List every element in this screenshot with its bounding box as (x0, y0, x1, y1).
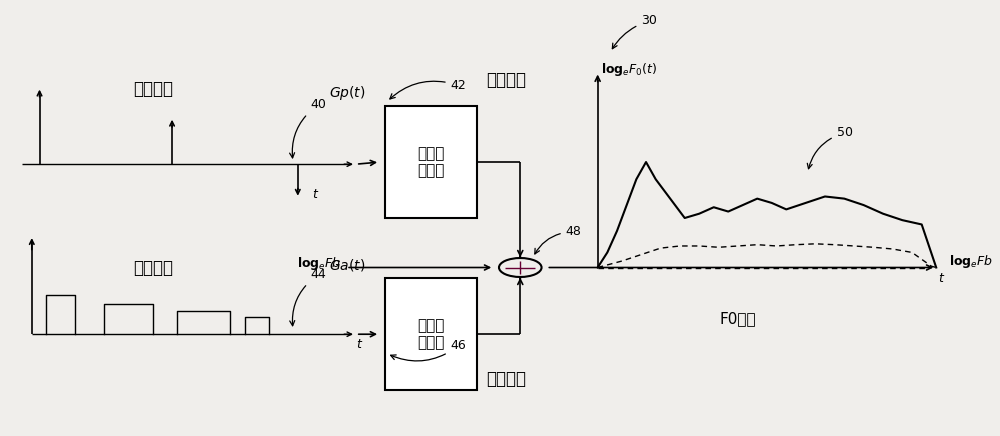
Text: $\mathbf{log}_e\mathit{Fb}$: $\mathbf{log}_e\mathit{Fb}$ (949, 252, 993, 269)
Text: 音调成分: 音调成分 (486, 371, 526, 388)
FancyBboxPatch shape (385, 278, 477, 390)
Text: 40: 40 (290, 98, 326, 158)
FancyBboxPatch shape (385, 106, 477, 218)
Text: 46: 46 (391, 339, 466, 361)
Text: 短语成分: 短语成分 (486, 71, 526, 89)
Text: $\mathit{Gp}(t)$: $\mathit{Gp}(t)$ (329, 84, 366, 102)
Text: 音调控
制机构: 音调控 制机构 (417, 318, 444, 351)
Text: $\mathbf{log}_e\mathit{F}_0(t)$: $\mathbf{log}_e\mathit{F}_0(t)$ (601, 61, 657, 78)
Text: 44: 44 (290, 268, 326, 326)
Text: 42: 42 (390, 79, 466, 99)
Text: t: t (356, 338, 361, 351)
Text: 50: 50 (807, 126, 853, 169)
Text: 30: 30 (612, 14, 657, 49)
Text: $\mathit{Ga}(t)$: $\mathit{Ga}(t)$ (329, 257, 366, 273)
Text: F0轮廓: F0轮廓 (720, 312, 756, 327)
Text: t: t (939, 272, 943, 285)
Text: 短语控
制机构: 短语控 制机构 (417, 146, 444, 178)
Text: t: t (312, 188, 317, 201)
Text: 短语指令: 短语指令 (133, 80, 173, 98)
Text: 音调指令: 音调指令 (133, 259, 173, 276)
Text: $\mathbf{log}_e\mathit{Fb}$: $\mathbf{log}_e\mathit{Fb}$ (297, 255, 341, 272)
Text: 48: 48 (535, 225, 582, 254)
